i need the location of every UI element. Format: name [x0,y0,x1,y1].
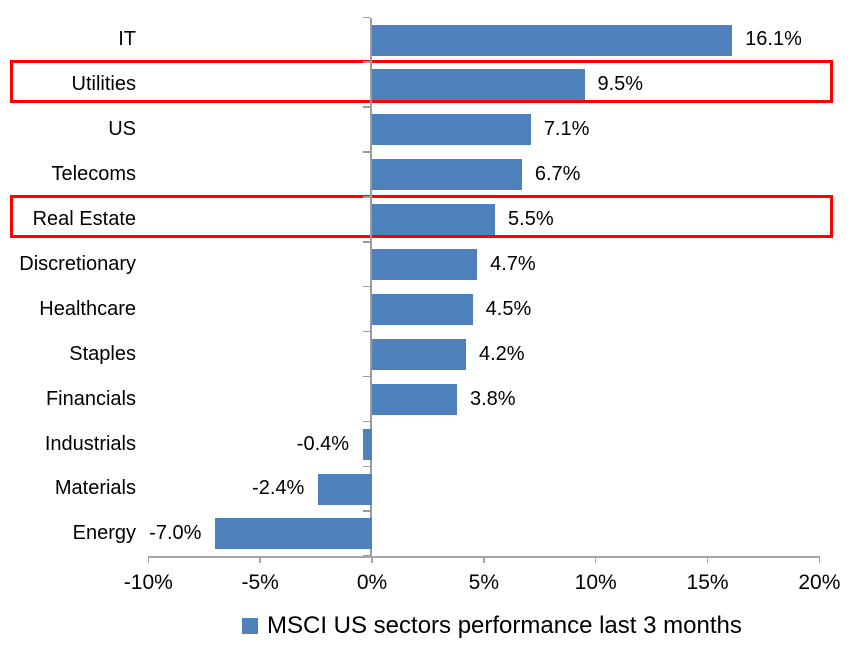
y-axis-line [370,17,372,556]
category-label: Telecoms [51,163,136,186]
x-axis-tick-label: 15% [686,571,729,594]
category-label: Industrials [44,432,136,455]
value-label: 4.7% [490,252,536,275]
legend-label: MSCI US sectors performance last 3 month… [267,612,742,639]
bar [372,293,473,325]
category-label: Real Estate [32,208,136,231]
chart-legend: MSCI US sectors performance last 3 month… [242,610,742,642]
value-label: 4.5% [485,297,532,320]
x-axis-tick-label: 0% [356,571,388,594]
category-label: Discretionary [19,252,136,275]
value-label: -0.4% [296,432,350,455]
y-axis-tick [363,375,370,378]
bar [372,204,496,236]
category-label: Staples [69,342,136,365]
value-label: 4.2% [478,342,525,365]
value-label: 9.5% [597,73,644,96]
bar [363,428,372,460]
bar [372,114,531,146]
y-axis-tick [363,420,370,423]
x-axis-tick [371,556,373,563]
category-label: Financials [45,387,136,410]
y-axis-tick [363,61,370,63]
y-axis-tick [363,241,370,243]
bar [372,338,466,370]
value-label: -7.0% [149,522,202,545]
x-axis-tick [483,556,485,563]
value-label: 6.7% [534,163,581,186]
value-label: 16.1% [745,28,802,51]
x-axis-tick [818,556,821,563]
highlight-box [10,59,833,103]
value-label: 3.8% [470,387,516,410]
bar [372,159,522,191]
category-label: Utilities [71,73,136,96]
bar [318,473,372,505]
y-axis-tick [363,465,370,467]
x-axis-tick-label: 20% [798,571,841,594]
x-axis-tick [259,556,261,563]
x-axis-tick-label: -10% [123,571,173,594]
y-axis-tick [363,330,370,333]
value-label: -2.4% [252,477,305,500]
y-axis-tick [363,106,370,108]
legend-marker-icon [242,618,258,634]
bar [372,69,585,101]
x-axis-tick-label: 5% [468,571,500,594]
bar [372,249,478,280]
y-axis-tick [363,16,370,18]
x-axis-tick [594,556,597,563]
value-label: 5.5% [508,208,554,231]
bar [372,383,457,415]
y-axis-tick [363,151,370,153]
x-axis-tick [706,556,709,563]
y-axis-tick [363,510,370,512]
y-axis-tick [363,285,370,288]
y-axis-tick [363,196,370,198]
plot-area: -10% -5% 0% 5% 10% 15% 20% IT 16.1% Utilities 9.5%… [10,16,841,594]
value-label: 7.1% [543,118,590,141]
category-label: Healthcare [39,297,136,320]
category-label: Materials [54,477,136,500]
category-label: IT [118,28,136,51]
category-label: US [108,118,136,141]
highlight-box [10,194,833,238]
x-axis-tick [147,556,150,563]
category-label: Energy [72,522,136,545]
x-axis-tick-label: 10% [574,571,617,594]
bar [215,518,372,550]
x-axis-tick-label: -5% [241,571,279,594]
bar [372,24,733,56]
